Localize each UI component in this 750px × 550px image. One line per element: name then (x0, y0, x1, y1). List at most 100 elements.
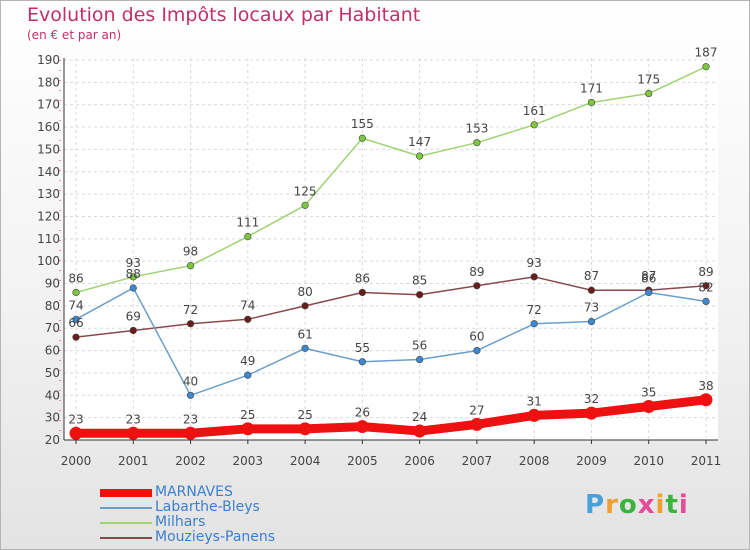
data-point (416, 291, 424, 299)
data-point (702, 63, 710, 71)
data-label: 24 (412, 410, 427, 424)
data-label: 23 (126, 412, 141, 426)
data-point (645, 288, 653, 297)
data-point (530, 320, 538, 328)
data-label: 74 (68, 298, 83, 312)
legend-label: Milhars (155, 514, 206, 530)
x-tick-label: 2000 (61, 454, 92, 468)
x-tick-label: 2002 (175, 454, 206, 468)
data-label: 49 (240, 354, 255, 368)
data-label: 72 (527, 303, 542, 317)
data-point (244, 232, 252, 241)
x-tick-label: 2006 (404, 454, 435, 468)
y-tick-label: 80 (45, 299, 60, 313)
data-point (301, 201, 309, 209)
data-point (72, 315, 80, 323)
y-tick-label: 120 (37, 209, 60, 223)
data-point (358, 288, 366, 297)
logo-letter: r (605, 490, 619, 520)
data-label: 38 (698, 379, 713, 393)
legend-label: Mouzieys-Panens (155, 529, 276, 545)
data-label: 155 (351, 117, 374, 131)
data-label: 86 (641, 271, 656, 285)
data-label: 25 (240, 408, 255, 422)
data-label: 80 (297, 285, 312, 299)
data-label: 89 (698, 265, 713, 279)
y-tick-label: 190 (37, 53, 60, 67)
y-tick-label: 20 (45, 433, 60, 447)
data-label: 26 (355, 406, 370, 420)
data-point (642, 399, 656, 413)
series-line-labarthe-bleys (75, 287, 707, 397)
data-point (301, 344, 309, 352)
data-point (186, 320, 195, 328)
data-point (301, 302, 309, 310)
y-tick-label: 140 (37, 165, 60, 179)
data-label: 87 (584, 269, 599, 283)
data-point (184, 426, 198, 440)
data-label: 175 (637, 73, 660, 87)
data-point (186, 262, 195, 270)
data-label: 153 (465, 122, 488, 136)
data-point (587, 98, 596, 107)
data-label: 27 (469, 403, 484, 417)
data-point (413, 424, 427, 438)
data-label: 25 (297, 408, 312, 422)
data-label: 56 (412, 339, 427, 353)
data-point (473, 346, 481, 355)
data-label: 35 (641, 385, 656, 399)
data-label: 61 (297, 327, 312, 341)
y-tick-label: 50 (45, 366, 60, 380)
data-label: 187 (695, 46, 718, 60)
x-tick-label: 2004 (290, 454, 321, 468)
data-point (244, 371, 252, 379)
data-point (702, 297, 710, 306)
data-point (69, 426, 83, 440)
data-label: 93 (126, 256, 141, 270)
x-tick-label: 2011 (691, 454, 722, 468)
data-label: 74 (240, 298, 255, 312)
data-point (126, 426, 140, 440)
y-tick-label: 150 (37, 142, 60, 156)
y-tick-label: 110 (37, 232, 60, 246)
data-label: 87 (641, 269, 656, 283)
data-point (699, 393, 713, 407)
y-tick-label: 30 (45, 411, 60, 425)
x-tick-label: 2009 (576, 454, 607, 468)
data-point (358, 358, 366, 366)
data-label: 161 (523, 104, 546, 118)
y-tick-label: 130 (37, 187, 60, 201)
data-point (645, 89, 653, 98)
data-label: 98 (183, 245, 198, 259)
data-point (587, 317, 596, 326)
data-label: 69 (126, 309, 141, 323)
legend-swatch (100, 507, 152, 509)
data-point (355, 420, 369, 434)
legend-swatch (100, 537, 152, 539)
data-point (702, 282, 710, 290)
data-point (530, 273, 538, 281)
data-point (129, 273, 137, 281)
data-point (470, 417, 484, 431)
data-point (587, 286, 596, 294)
data-label: 85 (412, 274, 427, 288)
data-label: 82 (698, 280, 713, 294)
series-line-milhars (75, 65, 707, 294)
chart-title: Evolution des Impôts locaux par Habitant (27, 4, 421, 26)
chart-subtitle: (en € et par an) (27, 28, 122, 42)
data-point (241, 422, 255, 436)
data-label: 93 (527, 256, 542, 270)
y-tick-label: 170 (37, 98, 60, 112)
series-line-marnaves (71, 395, 711, 438)
data-label: 147 (408, 135, 431, 149)
data-label: 89 (469, 265, 484, 279)
data-point (129, 284, 137, 292)
data-point (416, 152, 424, 160)
data-point (473, 282, 481, 290)
y-tick-label: 160 (37, 120, 60, 134)
data-label: 73 (584, 301, 599, 315)
data-label: 23 (183, 412, 198, 426)
data-point (129, 326, 137, 335)
data-point (358, 134, 366, 142)
legend-label: MARNAVES (155, 484, 233, 500)
